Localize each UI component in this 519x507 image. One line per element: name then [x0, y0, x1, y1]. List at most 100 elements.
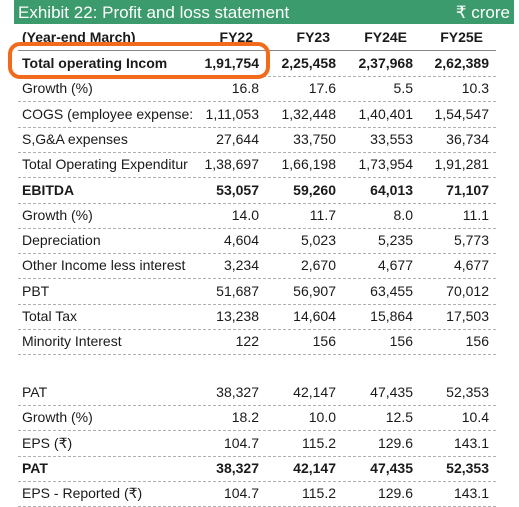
cell-value: 16.8	[231, 80, 259, 97]
cell-value: 51,687	[216, 282, 259, 299]
cell-value: 156	[312, 333, 336, 350]
cell-value: 1,66,198	[281, 156, 337, 173]
cell-value: 1,91,281	[434, 156, 490, 173]
row-label: PAT	[22, 384, 48, 400]
cell-value: 1,38,697	[204, 156, 260, 173]
row-label: EBITDA	[22, 181, 75, 198]
table-row: Total operating Incom 1,91,754 2,25,458 2,3…	[18, 51, 496, 77]
cell-value: 52,353	[446, 384, 489, 400]
cell-value: 11.7	[309, 206, 336, 223]
cell-value: 14,604	[293, 308, 336, 324]
cell-value: 156	[465, 333, 489, 350]
title: Exhibit 22: Profit and loss statement	[18, 3, 290, 22]
cell-value: 11.1	[462, 206, 489, 223]
cell-value: 2,25,458	[281, 55, 337, 71]
cell-value: 42,147	[293, 384, 336, 400]
cell-value: 122	[235, 333, 259, 350]
table-row: Growth (%) 14.0 11.7 8.0 11.1	[18, 203, 496, 229]
table-row: Minority Interest 122 156 156 156	[18, 329, 496, 356]
cell-value: 36,734	[446, 130, 489, 147]
cell-value: 47,435	[370, 384, 413, 400]
cell-value: 70,012	[446, 282, 489, 299]
column-header: FY22	[219, 29, 253, 45]
row-label: Depreciation	[22, 232, 101, 249]
cell-value: 1,54,547	[434, 105, 490, 122]
cell-value: 5.5	[393, 80, 413, 97]
cell-value: 115.2	[302, 434, 336, 451]
table-row: Other Income less interest 3,234 2,670 4,67…	[18, 253, 496, 280]
table-row: EPS - Reported (₹) 104.7 115.2 129.6 143.1	[18, 481, 496, 507]
table-row: EPS (₹) 104.7 115.2 129.6 143.1	[18, 431, 496, 457]
row-label: Total Tax	[22, 308, 77, 324]
cell-value: 2,62,389	[434, 55, 490, 71]
cell-value: 129.6	[377, 485, 413, 502]
cell-value: 15,864	[370, 308, 413, 324]
column-header: (Year-end March)	[22, 29, 136, 45]
cell-value: 129.6	[377, 434, 413, 451]
row-label: Minority Interest	[22, 333, 122, 350]
cell-value: 59,260	[293, 181, 336, 198]
cell-value: 2,37,968	[358, 55, 414, 71]
cell-value: 3,234	[223, 257, 259, 274]
table-row: Total Tax 13,238 14,604 15,864 17,503	[18, 304, 496, 330]
cell-value: 53,057	[216, 181, 259, 198]
cell-value: 71,107	[446, 181, 489, 198]
cell-value: 4,604	[223, 232, 259, 249]
header-row: (Year-end March) FY22 FY23 FY24E FY25E	[18, 26, 496, 51]
column-header: FY24E	[364, 29, 407, 45]
table-row: Growth (%) 16.8 17.6 5.5 10.3	[18, 76, 496, 103]
cell-value: 5,235	[377, 232, 413, 249]
row-label: Total Operating Expenditur	[22, 156, 188, 173]
unit: ₹ crore	[455, 3, 510, 22]
row-label: Other Income less interest	[22, 257, 186, 274]
table-row: EBITDA 53,057 59,260 64,013 71,107	[18, 178, 496, 204]
table-row: PAT 38,327 42,147 47,435 52,353	[18, 456, 496, 482]
cell-value: 64,013	[370, 181, 413, 198]
cell-value: 5,773	[453, 232, 489, 249]
cell-value: 14.0	[231, 206, 259, 223]
cell-value: 156	[389, 333, 413, 350]
row-label: EPS - Reported (₹)	[22, 485, 143, 502]
cell-value: 104.7	[223, 485, 259, 502]
row-label: COGS (employee expense:	[22, 105, 192, 122]
row-label: Growth (%)	[22, 206, 93, 223]
cell-value: 10.4	[461, 409, 489, 426]
cell-value: 42,147	[293, 459, 336, 476]
cell-value: 143.1	[453, 434, 489, 451]
row-label: EPS (₹)	[22, 434, 73, 451]
column-header: FY23	[296, 29, 330, 45]
cell-value: 52,353	[446, 459, 489, 476]
table-row: Total Operating Expenditur 1,38,697 1,66,1…	[18, 152, 496, 179]
table-row: Depreciation 4,604 5,023 5,235 5,773	[18, 228, 496, 255]
cell-value: 17.6	[308, 80, 336, 97]
cell-value: 8.0	[393, 206, 413, 223]
row-label: S,G&A expenses	[22, 130, 128, 147]
column-header: FY25E	[440, 29, 483, 45]
cell-value: 17,503	[446, 308, 489, 324]
cell-value: 4,677	[453, 257, 489, 274]
cell-value: 56,907	[293, 282, 336, 299]
cell-value: 47,435	[370, 459, 413, 476]
cell-value: 12.5	[385, 409, 413, 426]
table-row: COGS (employee expense: 1,11,053 1,32,448 1…	[18, 102, 496, 128]
row-label: PAT	[22, 459, 48, 476]
cell-value: 38,327	[216, 459, 259, 476]
cell-value: 33,553	[370, 130, 413, 147]
cell-value: 2,670	[300, 257, 336, 274]
cell-value: 104.7	[223, 434, 259, 451]
cell-value: 63,455	[370, 282, 413, 299]
cell-value: 10.3	[461, 80, 489, 97]
cell-value: 1,40,401	[358, 105, 414, 122]
cell-value: 1,91,754	[204, 55, 260, 71]
cell-value: 13,238	[216, 308, 259, 324]
row-label: Total operating Incom	[22, 55, 168, 71]
table-row: Growth (%) 18.2 10.0 12.5 10.4	[18, 405, 496, 432]
cell-value: 143.1	[453, 485, 489, 502]
cell-value: 1,11,053	[205, 105, 259, 122]
cell-value: 1,32,448	[281, 105, 337, 122]
cell-value: 10.0	[308, 409, 336, 426]
table-row: PBT 51,687 56,907 63,455 70,012	[18, 279, 496, 305]
header-bar: Exhibit 22: Profit and loss statement ₹ …	[14, 0, 514, 24]
row-label: Growth (%)	[22, 80, 93, 97]
